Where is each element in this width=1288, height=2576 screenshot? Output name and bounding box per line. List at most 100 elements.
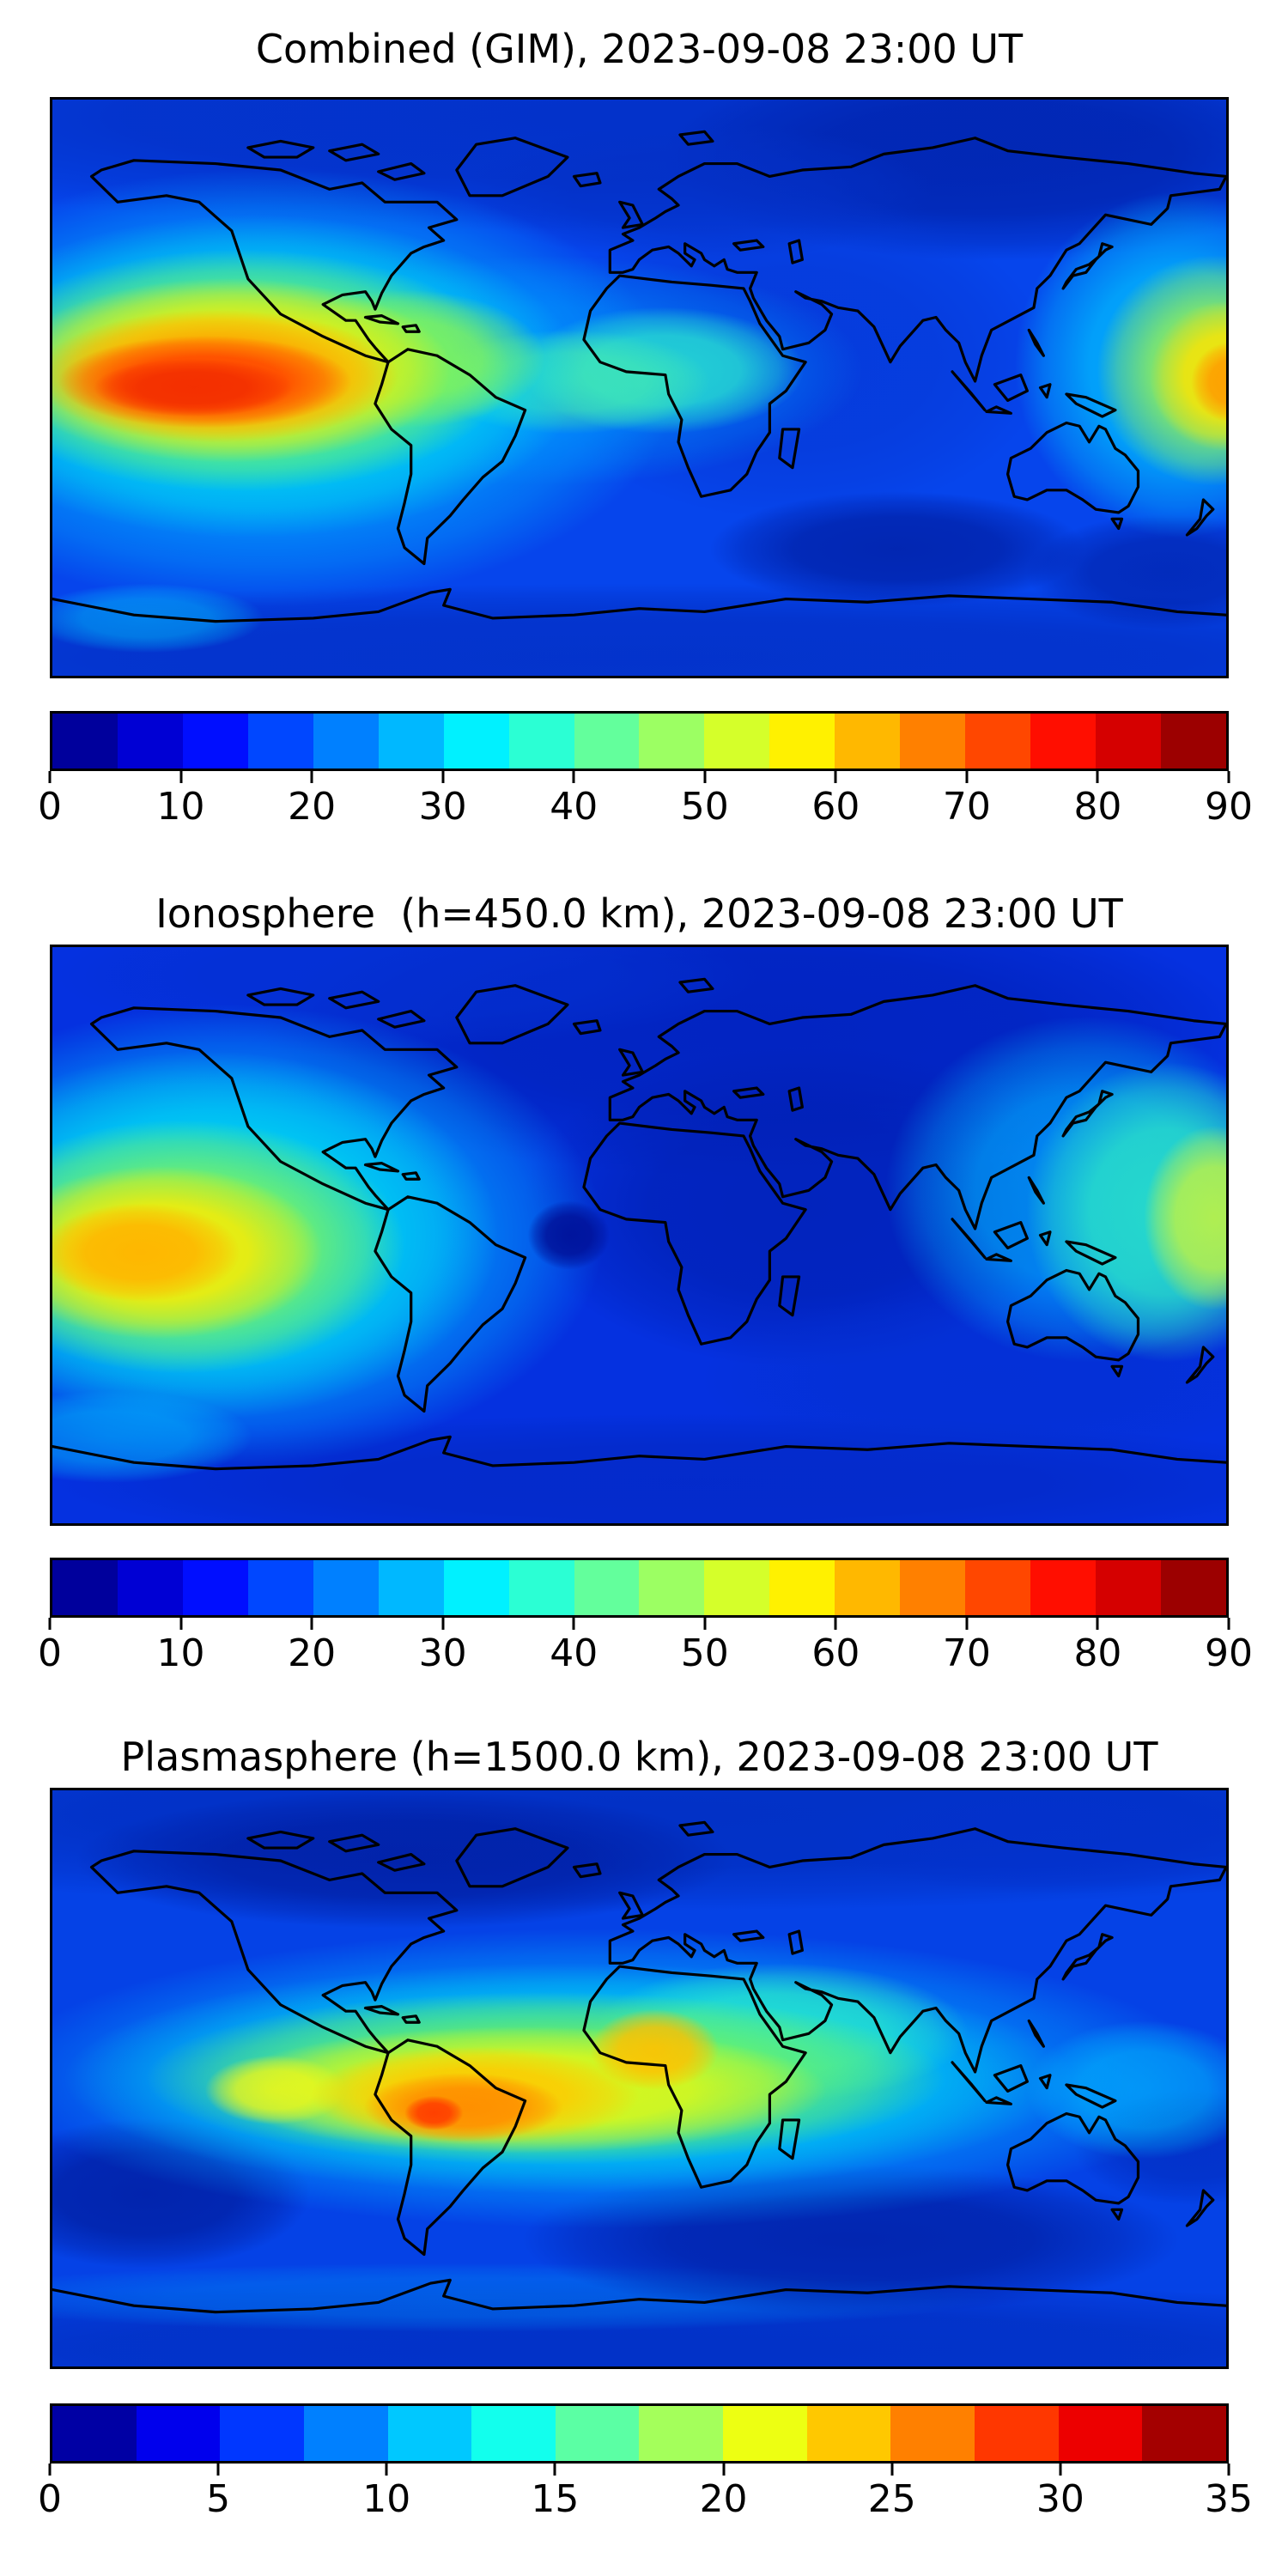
- colorbar-segment: [555, 2406, 640, 2461]
- colorbar-tick-label: 30: [1036, 2477, 1084, 2521]
- colorbar-segment: [1030, 1560, 1096, 1615]
- colorbar-tick-label: 70: [942, 785, 991, 829]
- colorbar-segment: [313, 1560, 379, 1615]
- colorbar-tick-label: 80: [1073, 785, 1122, 829]
- colorbar-tick-label: 40: [550, 785, 598, 829]
- colorbar-segment: [443, 1560, 509, 1615]
- colorbar-segment: [52, 2406, 137, 2461]
- panel-title-ionosphere: Ionosphere (h=450.0 km), 2023-09-08 23:0…: [155, 890, 1123, 937]
- colorbar-segment: [387, 2406, 472, 2461]
- colorbar-tick-mark: [965, 771, 969, 783]
- colorbar-tick-label: 20: [699, 2477, 748, 2521]
- colorbar-tick-label: 50: [680, 1631, 729, 1675]
- colorbar-tick-label: 0: [38, 2477, 62, 2521]
- colorbar-tick-mark: [216, 2464, 220, 2476]
- colorbar-tick-label: 0: [38, 1631, 62, 1675]
- colorbar-tick-label: 10: [156, 785, 205, 829]
- colorbar-segment: [574, 714, 640, 769]
- colorbar-tick-mark: [722, 2464, 726, 2476]
- colorbar-tick-mark: [48, 771, 52, 783]
- colorbar-tick-mark: [1059, 2464, 1062, 2476]
- colorbar-segment: [378, 1560, 444, 1615]
- colorbar-segment: [1142, 2406, 1226, 2461]
- colorbar-segment: [769, 714, 835, 769]
- colorbar-tick-label: 60: [811, 785, 860, 829]
- colorbar-tick-label: 30: [418, 1631, 467, 1675]
- colorbar-plasmasphere: [50, 2403, 1229, 2464]
- colorbar-tick-label: 30: [418, 785, 467, 829]
- colorbar-tick-label: 0: [38, 785, 62, 829]
- colorbar-tick-mark: [441, 1618, 445, 1630]
- tec-contour-map-plasmasphere: [52, 1790, 1226, 2366]
- colorbar-segment: [52, 1560, 118, 1615]
- colorbar-tick-mark: [572, 771, 575, 783]
- colorbar-tick-mark: [48, 1618, 52, 1630]
- colorbar-segment: [303, 2406, 388, 2461]
- colorbar-segment: [1096, 1560, 1161, 1615]
- colorbar-segment: [965, 1560, 1031, 1615]
- colorbar-segment: [900, 1560, 966, 1615]
- colorbar-segment: [136, 2406, 221, 2461]
- colorbar-segment: [247, 714, 313, 769]
- colorbar-segment: [378, 714, 444, 769]
- colorbar-tick-label: 20: [288, 785, 337, 829]
- colorbar-segment: [313, 714, 379, 769]
- colorbar-tick-mark: [48, 2464, 52, 2476]
- colorbar-tick-mark: [179, 1618, 183, 1630]
- colorbar-tick-label: 70: [942, 1631, 991, 1675]
- colorbar-tick-mark: [965, 1618, 969, 1630]
- colorbar-tick-label: 10: [362, 2477, 411, 2521]
- colorbar-segment: [965, 714, 1031, 769]
- colorbar-combined: [50, 711, 1229, 771]
- colorbar-segment: [890, 2406, 975, 2461]
- colorbar-segment: [247, 1560, 313, 1615]
- colorbar-tick-mark: [310, 771, 313, 783]
- colorbar-tick-mark: [1096, 1618, 1099, 1630]
- colorbar-segment: [639, 2406, 724, 2461]
- colorbar-tick-mark: [890, 2464, 894, 2476]
- colorbar-tick-mark: [385, 2464, 388, 2476]
- colorbar-segment: [574, 1560, 640, 1615]
- colorbar-tick-label: 5: [206, 2477, 231, 2521]
- colorbar-segment: [508, 714, 574, 769]
- colorbar-segment: [220, 2406, 304, 2461]
- colorbar-tick-mark: [572, 1618, 575, 1630]
- colorbar-segment: [1160, 1560, 1226, 1615]
- colorbar-segment: [835, 1560, 901, 1615]
- colorbar-tick-label: 60: [811, 1631, 860, 1675]
- colorbar-tick-label: 90: [1205, 1631, 1253, 1675]
- colorbar-tick-mark: [834, 1618, 837, 1630]
- colorbar-tick-label: 50: [680, 785, 729, 829]
- panel-title-combined: Combined (GIM), 2023-09-08 23:00 UT: [255, 26, 1024, 72]
- colorbar-segment: [723, 2406, 807, 2461]
- colorbar-tick-label: 35: [1205, 2477, 1253, 2521]
- colorbar-segment: [471, 2406, 556, 2461]
- colorbar-tick-mark: [310, 1618, 313, 1630]
- colorbar-ticks-ionosphere: 0 10 20 30 40 50 60 70 80 90: [38, 1618, 1253, 1675]
- colorbar-tick-label: 15: [531, 2477, 580, 2521]
- panel-title-plasmasphere: Plasmasphere (h=1500.0 km), 2023-09-08 2…: [120, 1734, 1158, 1780]
- colorbar-segment: [835, 714, 901, 769]
- colorbar-tick-mark: [1227, 1618, 1230, 1630]
- colorbar-segment: [1096, 714, 1161, 769]
- colorbar-segment: [1160, 714, 1226, 769]
- colorbar-tick-label: 80: [1073, 1631, 1122, 1675]
- colorbar-segment: [52, 714, 118, 769]
- colorbar-segment: [508, 1560, 574, 1615]
- colorbar-segment: [182, 714, 248, 769]
- colorbar-segment: [806, 2406, 891, 2461]
- colorbar-tick-label: 25: [867, 2477, 916, 2521]
- colorbar-segment: [117, 714, 183, 769]
- colorbar-segment: [769, 1560, 835, 1615]
- colorbar-tick-mark: [553, 2464, 556, 2476]
- colorbar-tick-mark: [703, 1618, 707, 1630]
- colorbar-segment: [704, 1560, 770, 1615]
- colorbar-segment: [1058, 2406, 1143, 2461]
- colorbar-segment: [975, 2406, 1059, 2461]
- world-map-ionosphere: [50, 945, 1229, 1526]
- colorbar-segment: [1030, 714, 1096, 769]
- colorbar-tick-label: 10: [156, 1631, 205, 1675]
- colorbar-tick-mark: [1227, 2464, 1230, 2476]
- tec-contour-map-combined: [52, 100, 1226, 676]
